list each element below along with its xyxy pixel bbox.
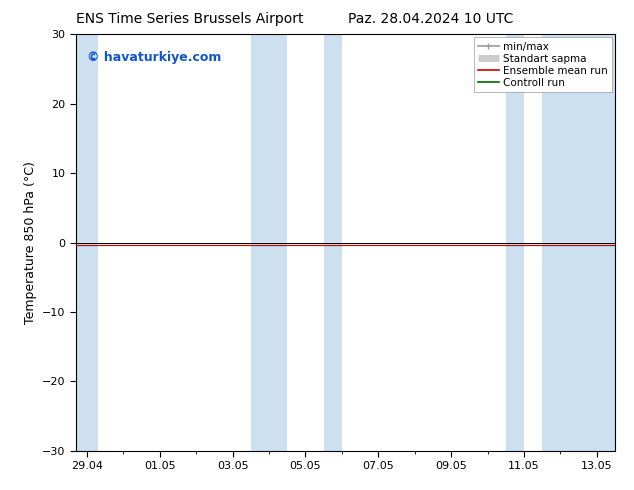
Y-axis label: Temperature 850 hPa (°C): Temperature 850 hPa (°C) (23, 161, 37, 324)
Text: ENS Time Series Brussels Airport: ENS Time Series Brussels Airport (77, 12, 304, 26)
Bar (506, 34, 524, 451)
Bar (324, 34, 342, 451)
Bar (251, 34, 287, 451)
Legend: min/max, Standart sapma, Ensemble mean run, Controll run: min/max, Standart sapma, Ensemble mean r… (474, 37, 612, 92)
Bar (76, 34, 98, 451)
Bar (542, 34, 615, 451)
Text: © havaturkiye.com: © havaturkiye.com (87, 51, 221, 64)
Text: Paz. 28.04.2024 10 UTC: Paz. 28.04.2024 10 UTC (349, 12, 514, 26)
